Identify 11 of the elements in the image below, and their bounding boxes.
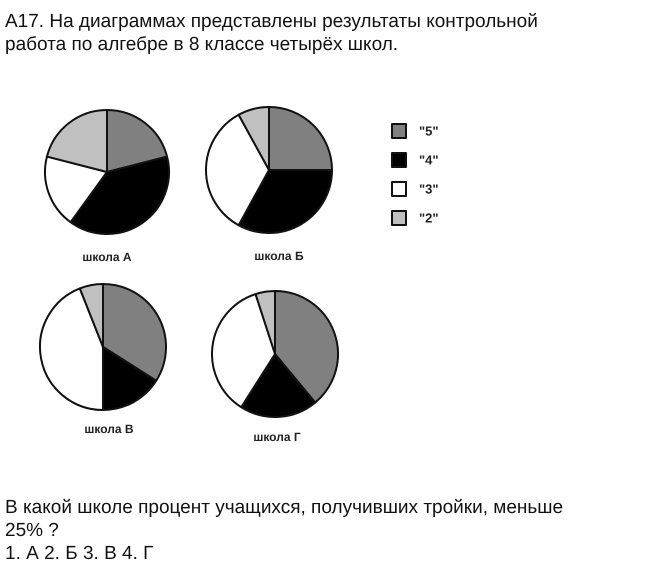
legend-label: "5" bbox=[419, 124, 439, 138]
legend-label: "2" bbox=[419, 210, 439, 226]
legend-label: "4" bbox=[419, 152, 439, 168]
text: школа А bbox=[82, 249, 132, 265]
text: В какой школе процент учащихся, получивших тройки, меньше 25% ? bbox=[5, 496, 564, 542]
text: А17. На диаграммах представлены результаты контрольной работа по алгебре в 8 классе четырёх школ. bbox=[5, 10, 539, 56]
text: 1. А 2. Б 3. В 4. Г bbox=[5, 542, 154, 565]
legend-label: "3" bbox=[419, 182, 439, 196]
text: школа Б bbox=[254, 248, 304, 264]
text: школа В bbox=[84, 421, 134, 437]
text: школа Г bbox=[253, 429, 301, 445]
